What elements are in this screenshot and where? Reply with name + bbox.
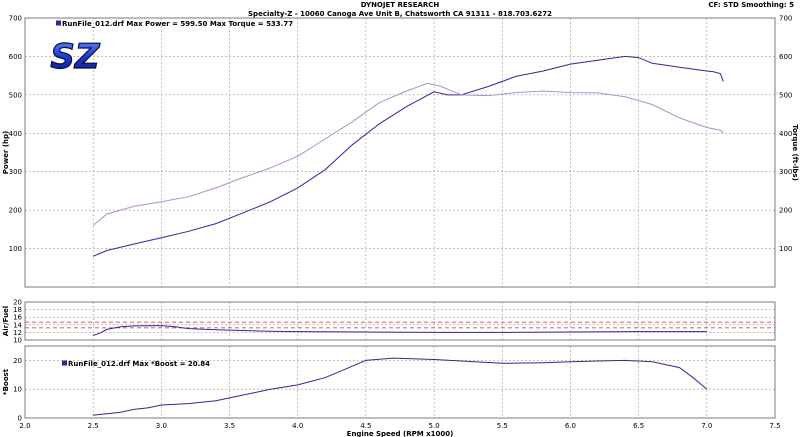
boost-ytick-label: 10 [13,386,22,394]
airfuel-series-line [93,325,707,336]
xtick-label: 2.0 [19,422,30,430]
xtick-label: 5.0 [429,422,440,430]
afr-ytick-label: 20 [13,299,22,307]
dyno-title: DYNOJET RESEARCH [360,1,440,9]
afr-ytick-label: 12 [13,329,22,337]
xtick-label: 7.5 [769,422,780,430]
boost-legend-text: RunFile_012.drf Max *Boost = 20.84 [68,360,210,368]
power-ytick-label: 300 [9,168,22,176]
power-legend-text: RunFile_012.drf Max Power = 599.50 Max T… [62,20,293,28]
torque-ytick-label: 200 [779,207,792,215]
torque-ytick-label: 100 [779,245,792,253]
xtick-label: 3.0 [156,422,167,430]
xtick-label: 6.5 [633,422,644,430]
correction-info: CF: STD Smoothing: 5 [708,1,794,9]
torque-ytick-label: 700 [779,15,792,23]
power-ytick-label: 700 [9,15,22,23]
power-panel-frame [24,17,776,288]
boost-series-line [93,357,708,416]
xtick-label: 6.0 [565,422,576,430]
power-legend-swatch [56,20,61,26]
boost-axis-label: *Boost [2,368,10,395]
power-ytick-label: 100 [9,245,22,253]
torque-axis-label: Torque (ft-lbs) [791,124,799,181]
power-ytick-label: 400 [9,130,22,138]
afr-ytick-label: 16 [13,314,22,322]
shop-address: Specialty-Z - 10060 Canoga Ave Unit B, C… [248,10,552,18]
power-ytick-label: 600 [9,53,22,61]
torque-ytick-label: 400 [779,130,792,138]
boost-legend-swatch [62,360,67,366]
power-ytick-label: 200 [9,207,22,215]
afr-ytick-label: 18 [13,306,22,314]
sz-logo: SZ [50,38,102,74]
power-ytick-label: 500 [9,91,22,99]
boost-ytick-label: 20 [13,357,22,365]
boost-panel-frame [24,345,776,419]
afr-panel-frame [24,301,776,341]
power-series-line [93,55,724,257]
power-axis-label: Power (hp) [2,131,10,174]
afr-ytick-label: 10 [13,337,22,345]
torque-ytick-label: 500 [779,91,792,99]
x-axis-label: Engine Speed (RPM x1000) [347,430,454,437]
xtick-label: 7.0 [701,422,712,430]
boost-ytick-label: 0 [18,415,22,423]
torque-ytick-label: 600 [779,53,792,61]
afr-ytick-label: 14 [13,321,22,329]
torque-ytick-label: 300 [779,168,792,176]
xtick-label: 3.5 [224,422,235,430]
xtick-label: 5.5 [497,422,508,430]
torque-series-line [92,82,724,226]
svg-text:SZ: SZ [50,38,100,74]
xtick-label: 4.5 [360,422,371,430]
afr-axis-label: Air/Fuel [2,306,10,336]
xtick-label: 2.5 [88,422,99,430]
xtick-label: 4.0 [292,422,303,430]
